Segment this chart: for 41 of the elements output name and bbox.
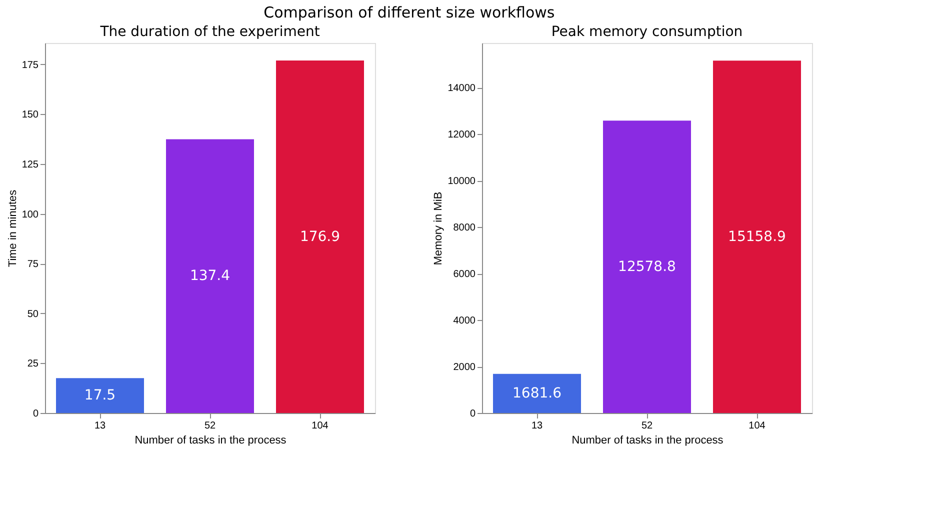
y-tick-label: 12000 <box>448 130 476 141</box>
y-tick-label: 6000 <box>453 269 476 280</box>
y-tick-label: 14000 <box>448 83 476 94</box>
x-tick-label: 104 <box>312 420 329 432</box>
y-tick-label: 4000 <box>453 316 476 327</box>
x-axis-title: Number of tasks in the process <box>134 434 287 446</box>
y-tick-label: 10000 <box>448 176 476 188</box>
data-label: 176.9 <box>300 228 340 245</box>
x-tick-label: 52 <box>641 420 653 432</box>
y-tick-label: 75 <box>27 259 39 270</box>
y-axis-title: Memory in MiB <box>432 192 445 266</box>
chart-title: The duration of the experiment <box>99 24 320 40</box>
x-tick-label: 52 <box>204 420 216 432</box>
text: Comparison of different size workflows <box>264 4 555 22</box>
bar <box>56 378 144 413</box>
y-tick-label: 175 <box>22 60 39 71</box>
data-label: 12578.8 <box>618 258 676 275</box>
bar <box>493 374 581 413</box>
y-tick-label: 8000 <box>453 222 476 234</box>
data-label: 17.5 <box>84 388 116 404</box>
bar <box>166 139 254 413</box>
y-tick-label: 0 <box>32 408 39 420</box>
y-tick-label: 150 <box>22 110 39 121</box>
x-axis-title: Number of tasks in the process <box>572 434 724 446</box>
y-tick-label: 2000 <box>453 362 476 374</box>
data-label: 15158.9 <box>728 228 786 245</box>
y-tick-label: 0 <box>470 408 476 420</box>
x-tick-label: 104 <box>748 420 766 432</box>
data-label: 1681.6 <box>512 385 562 402</box>
chart-title: Peak memory consumption <box>551 24 743 40</box>
y-tick-label: 125 <box>22 159 39 170</box>
y-tick-label: 100 <box>22 209 39 220</box>
x-tick-label: 13 <box>94 420 106 432</box>
y-axis-title: Time in minutes <box>6 189 19 268</box>
bar <box>603 120 691 413</box>
bar <box>276 60 364 413</box>
y-tick-label: 50 <box>27 308 39 320</box>
bar <box>713 60 801 413</box>
x-tick-label: 13 <box>531 420 543 432</box>
y-tick-label: 25 <box>27 358 39 370</box>
data-label: 137.4 <box>190 268 230 284</box>
